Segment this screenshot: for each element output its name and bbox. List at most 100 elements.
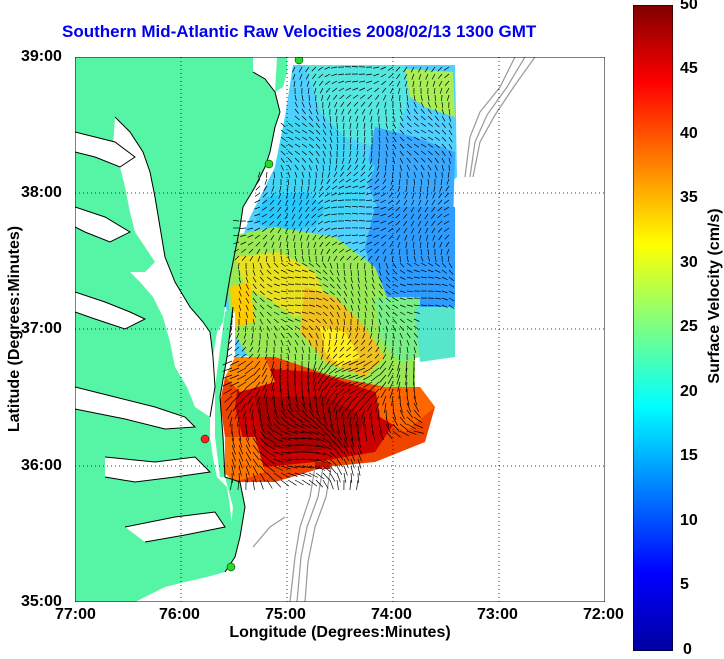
velocity-vector: [431, 220, 436, 227]
velocity-vector: [255, 241, 261, 247]
velocity-vector: [287, 150, 293, 156]
velocity-vector: [287, 269, 294, 273]
velocity-vector: [380, 234, 387, 239]
velocity-vector: [425, 227, 429, 234]
velocity-vector: [341, 332, 345, 339]
velocity-vector: [413, 157, 419, 163]
velocity-vector: [399, 108, 403, 115]
velocity-vector: [255, 185, 261, 191]
velocity-vector: [406, 339, 410, 346]
velocity-vector: [273, 304, 280, 308]
velocity-vector: [406, 108, 411, 115]
velocity-vector: [336, 472, 341, 483]
velocity-vector: [399, 430, 409, 437]
velocity-vector: [236, 332, 240, 339]
velocity-vector: [317, 213, 324, 218]
velocity-vector: [318, 360, 324, 371]
velocity-vector: [380, 388, 387, 398]
velocity-vector: [410, 213, 415, 220]
velocity-vector: [294, 248, 297, 255]
velocity-vector: [399, 157, 404, 164]
velocity-vector: [301, 248, 303, 256]
velocity-vector: [280, 311, 287, 315]
velocity-vector: [417, 220, 422, 227]
velocity-vector: [273, 458, 284, 463]
velocity-vector: [375, 346, 380, 353]
velocity-vector: [431, 227, 436, 234]
velocity-vector: [384, 339, 387, 346]
velocity-vector: [307, 87, 310, 94]
velocity-vector: [360, 409, 366, 420]
velocity-vector: [266, 262, 271, 269]
velocity-vector: [315, 465, 326, 471]
velocity-vector: [322, 465, 332, 473]
velocity-vector: [315, 318, 321, 324]
velocity-vector: [332, 248, 338, 254]
velocity-vector: [406, 171, 409, 178]
velocity-vector: [336, 290, 341, 296]
velocity-vector: [315, 283, 322, 287]
velocity-vector: [343, 395, 352, 403]
velocity-vector: [395, 66, 401, 72]
velocity-vector: [254, 206, 261, 210]
velocity-vector: [329, 290, 335, 296]
velocity-vector: [347, 108, 352, 115]
velocity-vector: [287, 164, 292, 171]
velocity-vector: [348, 374, 359, 379]
velocity-vector: [320, 353, 324, 360]
velocity-vector: [294, 150, 301, 155]
velocity-vector: [388, 360, 394, 371]
velocity-vector: [392, 311, 398, 317]
velocity-vector: [252, 318, 255, 325]
velocity-vector: [405, 87, 408, 95]
velocity-vector: [320, 178, 324, 185]
velocity-vector: [406, 262, 413, 267]
velocity-vector: [385, 150, 388, 157]
velocity-vector: [287, 248, 289, 256]
velocity-vector: [322, 332, 325, 339]
velocity-vector: [367, 255, 373, 261]
velocity-vector: [292, 73, 296, 80]
velocity-vector: [266, 416, 272, 427]
velocity-vector: [342, 150, 345, 157]
velocity-vector: [273, 332, 277, 339]
velocity-vector: [399, 297, 406, 301]
velocity-vector: [420, 269, 427, 273]
velocity-vector: [434, 262, 441, 267]
velocity-vector: [427, 150, 433, 156]
velocity-vector: [399, 129, 405, 135]
velocity-vector: [334, 367, 345, 374]
velocity-vector: [294, 178, 297, 185]
velocity-vector: [266, 451, 276, 458]
velocity-vector: [406, 346, 409, 353]
velocity-vector: [434, 269, 441, 273]
velocity-vector: [345, 87, 352, 91]
velocity-vector: [336, 304, 341, 311]
velocity-vector: [311, 199, 317, 205]
velocity-vector: [445, 87, 450, 94]
velocity-vector: [364, 297, 368, 304]
velocity-vector: [238, 451, 244, 462]
velocity-vector: [233, 353, 240, 358]
velocity-vector: [294, 304, 302, 306]
velocity-vector: [238, 437, 243, 448]
velocity-vector: [229, 381, 240, 387]
velocity-vector: [441, 115, 446, 122]
velocity-vector: [279, 185, 282, 192]
velocity-vector: [348, 332, 352, 339]
velocity-vector: [413, 409, 421, 418]
velocity-vector: [299, 227, 303, 234]
velocity-vector: [340, 339, 345, 346]
velocity-vector: [280, 451, 291, 454]
velocity-vector: [238, 430, 242, 441]
velocity-vector: [342, 416, 345, 428]
velocity-vector: [252, 437, 259, 447]
velocity-vector: [311, 213, 317, 219]
velocity-vector: [349, 129, 352, 137]
velocity-vector: [406, 157, 411, 164]
velocity-vector: [322, 472, 331, 481]
velocity-vector: [427, 143, 434, 148]
velocity-vector: [294, 255, 298, 262]
velocity-vector: [371, 430, 376, 441]
velocity-vector: [341, 381, 352, 387]
